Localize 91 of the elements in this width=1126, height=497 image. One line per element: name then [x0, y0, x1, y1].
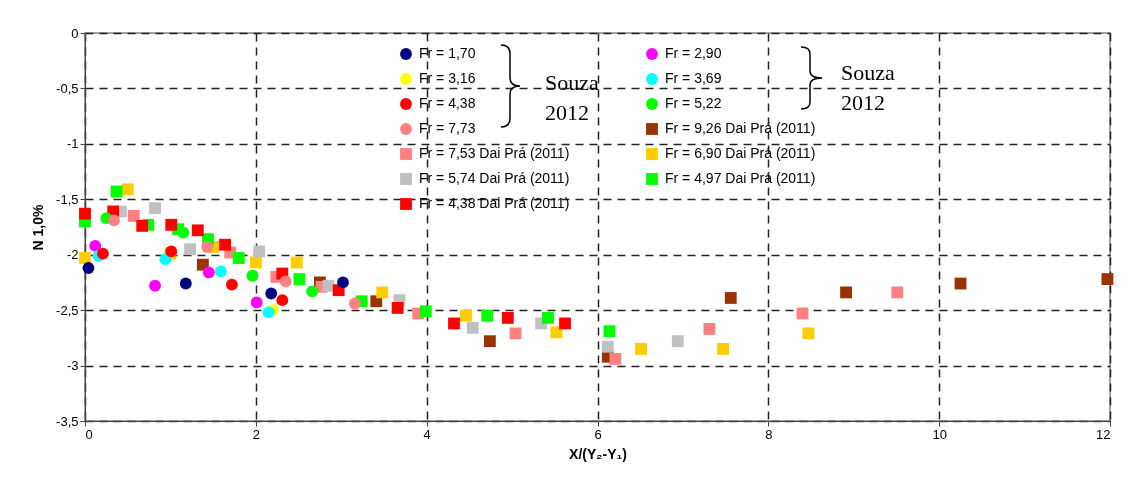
point: [79, 252, 91, 264]
point: [127, 210, 140, 222]
point: [191, 224, 204, 237]
point: [460, 309, 472, 322]
y-tick-label: -2,5: [56, 302, 79, 318]
y-tick-label: -3: [66, 358, 79, 374]
x-tick-label: 4: [423, 426, 431, 442]
point: [635, 343, 647, 355]
point: [249, 256, 262, 269]
y-tick-label: 0: [71, 25, 79, 41]
annotation: Souza 2012: [545, 70, 599, 125]
point: [276, 294, 289, 307]
point: [79, 207, 91, 220]
point: [265, 287, 278, 300]
legend-label: Fr = 5,74 Dai Prá (2011): [419, 170, 570, 186]
legend-label: Fr = 7,53 Dai Prá (2011): [419, 145, 570, 161]
y-axis-title: N 1,0%: [30, 204, 47, 251]
legend-label: Fr = 2,90: [665, 45, 722, 61]
point: [466, 321, 479, 334]
point: [179, 277, 192, 290]
x-tick-label: 0: [85, 426, 93, 442]
point: [165, 218, 178, 231]
x-tick-label: 10: [932, 426, 947, 442]
point: [219, 238, 231, 251]
point: [232, 252, 245, 264]
point: [262, 306, 275, 319]
point: [601, 340, 614, 353]
point: [481, 309, 494, 322]
point: [159, 253, 172, 266]
point: [703, 323, 716, 335]
legend-label: Fr = 1,70: [419, 45, 476, 61]
x-axis-title: X/(Y₂-Y₁): [569, 445, 627, 462]
point: [840, 286, 852, 299]
y-tick-label: -1,5: [56, 191, 79, 207]
x-tick-label: 2: [252, 426, 260, 442]
point: [108, 214, 120, 227]
legend-label: Fr = 3,69: [665, 70, 722, 86]
legend-label: Fr = 4,38 Dai Prá (2011): [419, 195, 570, 211]
point: [609, 353, 622, 365]
y-tick-label: -3,5: [56, 413, 79, 429]
legend-label: Fr = 5,22: [665, 95, 722, 111]
point: [184, 243, 196, 256]
point: [717, 343, 729, 355]
point: [177, 226, 190, 239]
x-tick-label: 6: [594, 426, 602, 442]
legend-label: Fr = 7,73: [419, 120, 476, 136]
point: [419, 305, 432, 318]
point: [559, 317, 571, 330]
point: [724, 292, 737, 304]
y-tick-label: -0,5: [56, 80, 79, 96]
annotation: Souza 2012: [841, 60, 895, 115]
point: [89, 239, 102, 252]
point: [1101, 273, 1114, 286]
point: [253, 245, 266, 258]
point: [349, 297, 361, 310]
point: [82, 262, 95, 274]
point: [483, 335, 496, 348]
point: [448, 317, 460, 330]
point: [290, 256, 303, 269]
legend-label: Fr = 4,97 Dai Prá (2011): [665, 170, 816, 186]
point: [542, 311, 554, 324]
point: [226, 278, 238, 291]
point: [97, 247, 109, 260]
point: [293, 273, 306, 286]
point: [250, 296, 263, 309]
legend-label: Fr = 4,38: [419, 95, 476, 111]
point: [891, 286, 904, 299]
legend-label: Fr = 9,26 Dai Prá (2011): [665, 120, 816, 136]
point: [136, 219, 149, 232]
point: [214, 265, 227, 278]
point: [306, 285, 319, 298]
point: [671, 335, 684, 348]
point: [246, 269, 259, 282]
point: [501, 311, 514, 324]
x-tick-label: 12: [1096, 426, 1111, 442]
point: [279, 275, 292, 288]
y-tick-label: -2: [66, 247, 79, 263]
legend-label: Fr = 3,16: [419, 70, 476, 86]
point: [202, 266, 215, 279]
legend-label: Fr = 6,90 Dai Prá (2011): [665, 145, 816, 161]
point: [376, 286, 389, 299]
y-tick-label: -1: [66, 136, 79, 152]
point: [391, 302, 404, 314]
point: [201, 241, 214, 253]
point: [337, 276, 349, 289]
point: [110, 185, 123, 198]
x-tick-label: 8: [765, 426, 773, 442]
point: [121, 183, 134, 196]
point: [603, 325, 616, 338]
point: [149, 279, 161, 292]
point: [149, 202, 161, 215]
